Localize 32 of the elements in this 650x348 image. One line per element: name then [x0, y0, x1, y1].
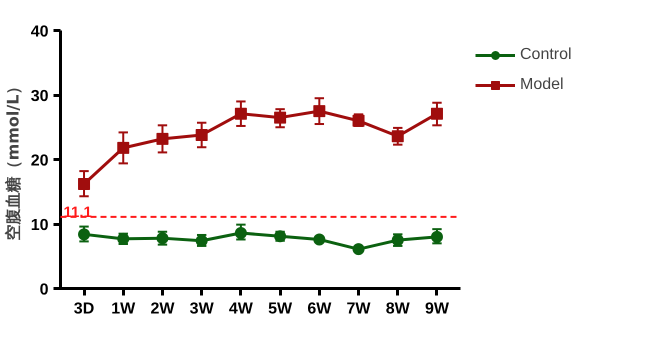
point — [78, 228, 90, 240]
point — [234, 227, 247, 240]
point — [117, 142, 130, 154]
legend-label: Model — [520, 76, 564, 94]
y-tick-label: 30 — [30, 88, 49, 105]
point — [430, 230, 443, 243]
point — [78, 178, 90, 190]
x-tick-label: 3W — [190, 300, 215, 318]
y-tick-label: 10 — [30, 217, 49, 234]
point — [313, 105, 326, 118]
x-tick-label: 4W — [228, 300, 254, 318]
x-tick-label: 1W — [111, 300, 136, 318]
legend-label: Control — [520, 46, 572, 64]
point — [156, 132, 168, 145]
y-tick-label: 0 — [40, 282, 49, 298]
point — [352, 243, 365, 256]
y-tick-label: 40 — [30, 24, 49, 40]
x-tick-label: 5W — [268, 300, 294, 318]
x-tick-label: 2W — [150, 300, 176, 318]
x-tick-label: 3D — [74, 300, 94, 318]
x-tick-label: 6W — [307, 300, 332, 318]
point — [392, 130, 404, 142]
x-tick-label: 9W — [424, 300, 450, 318]
point — [196, 128, 208, 141]
point — [313, 233, 326, 246]
point — [274, 112, 286, 124]
x-tick-label: 8W — [386, 300, 411, 318]
point — [430, 108, 443, 120]
y-tick-label: 20 — [30, 152, 49, 170]
y-axis-title: 空腹血糖（mmol/L） — [4, 78, 23, 240]
point — [234, 108, 247, 120]
x-tick-label: 7W — [346, 300, 372, 318]
